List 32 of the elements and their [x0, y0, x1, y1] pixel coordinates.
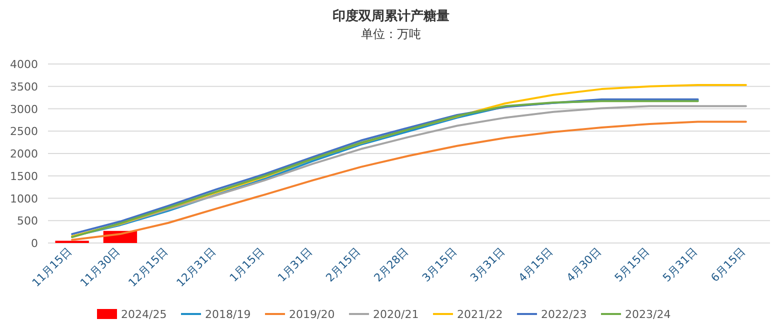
x-tick-label: 2月15日: [323, 244, 363, 285]
y-tick-label: 500: [17, 214, 38, 228]
legend-label: 2022/23: [541, 308, 587, 321]
y-tick-label: 0: [31, 237, 38, 250]
x-tick-label: 11月30日: [78, 244, 122, 290]
chart-subtitle: 单位：万吨: [361, 27, 421, 41]
x-tick-label: 5月31日: [660, 244, 700, 285]
y-tick-label: 1000: [10, 192, 38, 206]
chart-title: 印度双周累计产糖量: [332, 8, 450, 24]
x-tick-label: 1月31日: [275, 244, 315, 285]
y-tick-label: 3000: [10, 102, 38, 116]
x-tick-label: 3月15日: [420, 244, 460, 285]
x-tick-label: 12月31日: [174, 244, 219, 290]
x-tick-label: 1月15日: [227, 244, 267, 285]
y-tick-label: 2000: [10, 148, 38, 160]
legend-label: 2019/20: [289, 308, 335, 321]
x-tick-label: 4月15日: [516, 244, 556, 285]
legend-label: 2018/19: [205, 308, 251, 321]
x-tick-label: 6月15日: [708, 244, 748, 285]
y-tick-label: 3500: [10, 80, 38, 94]
x-tick-label: 12月15日: [126, 244, 170, 290]
legend-label: 2024/25: [121, 308, 167, 321]
y-tick-label: 2500: [10, 125, 38, 138]
x-tick-label: 3月31日: [468, 244, 508, 285]
legend-label: 2023/24: [625, 308, 671, 321]
y-tick-label: 4000: [10, 58, 38, 71]
legend-label: 2020/21: [373, 308, 419, 321]
y-tick-label: 1500: [10, 170, 38, 183]
x-tick-label: 4月30日: [564, 244, 604, 285]
x-tick-label: 2月28日: [372, 244, 412, 285]
x-tick-label: 5月15日: [612, 244, 652, 285]
legend-label: 2021/22: [457, 308, 503, 321]
